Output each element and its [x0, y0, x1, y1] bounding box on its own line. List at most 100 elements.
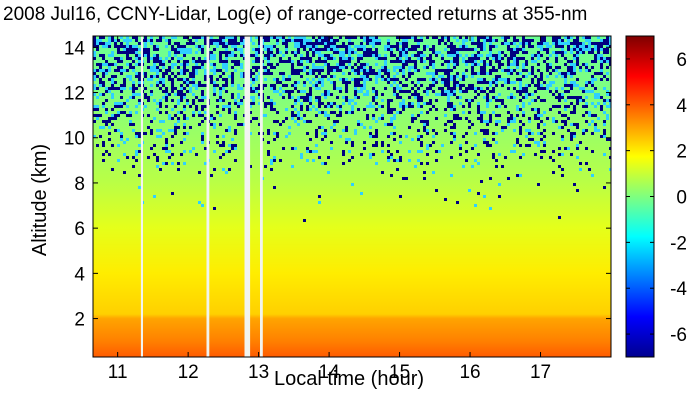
noise-speck	[405, 42, 408, 45]
noise-speck	[255, 75, 258, 78]
noise-speck	[387, 102, 390, 105]
noise-speck	[570, 153, 573, 156]
noise-speck	[528, 102, 531, 105]
noise-speck	[216, 39, 219, 42]
noise-speck	[450, 69, 453, 72]
noise-speck	[126, 105, 129, 108]
colorbar-tick-label: 0	[676, 188, 687, 209]
noise-speck	[327, 90, 330, 93]
noise-speck	[111, 81, 114, 84]
noise-speck	[426, 132, 429, 135]
noise-speck	[276, 78, 279, 81]
noise-speck	[504, 36, 507, 39]
noise-speck	[249, 120, 252, 123]
noise-speck	[444, 78, 447, 81]
noise-speck	[117, 45, 120, 48]
noise-speck	[453, 135, 456, 138]
noise-speck	[294, 36, 297, 39]
noise-speck	[552, 51, 555, 54]
noise-speck	[417, 135, 420, 138]
noise-speck	[291, 39, 294, 42]
noise-speck	[102, 93, 105, 96]
noise-speck	[372, 36, 375, 39]
noise-speck	[417, 39, 420, 42]
noise-speck	[375, 135, 378, 138]
noise-speck	[372, 69, 375, 72]
noise-speck	[99, 93, 102, 96]
noise-speck	[555, 51, 558, 54]
noise-speck	[603, 87, 606, 90]
noise-speck	[324, 42, 327, 45]
noise-speck	[192, 84, 195, 87]
noise-speck	[594, 126, 597, 129]
noise-speck	[126, 54, 129, 57]
noise-speck	[600, 45, 603, 48]
noise-speck	[417, 87, 420, 90]
noise-speck	[144, 93, 147, 96]
noise-speck	[516, 39, 519, 42]
noise-speck	[516, 63, 519, 66]
noise-speck	[195, 72, 198, 75]
noise-speck	[438, 87, 441, 90]
noise-speck	[348, 36, 351, 39]
noise-speck	[501, 102, 504, 105]
noise-speck	[411, 60, 414, 63]
noise-speck	[393, 126, 396, 129]
noise-speck	[210, 63, 213, 66]
noise-speck	[111, 114, 114, 117]
noise-speck	[495, 159, 498, 162]
noise-speck	[516, 138, 519, 141]
noise-speck	[228, 144, 231, 147]
noise-speck	[192, 114, 195, 117]
noise-speck	[150, 57, 153, 60]
noise-speck	[102, 81, 105, 84]
noise-speck	[213, 66, 216, 69]
noise-speck	[324, 129, 327, 132]
noise-speck	[489, 72, 492, 75]
noise-speck	[180, 72, 183, 75]
noise-speck	[258, 51, 261, 54]
noise-speck	[468, 126, 471, 129]
noise-speck	[348, 48, 351, 51]
noise-speck	[411, 72, 414, 75]
noise-speck	[288, 126, 291, 129]
noise-speck	[393, 75, 396, 78]
noise-speck	[492, 57, 495, 60]
noise-speck	[447, 102, 450, 105]
noise-speck	[600, 96, 603, 99]
noise-speck	[435, 51, 438, 54]
noise-speck	[105, 150, 108, 153]
noise-speck	[483, 42, 486, 45]
noise-speck	[447, 69, 450, 72]
noise-speck	[111, 168, 114, 171]
noise-speck	[600, 108, 603, 111]
noise-speck	[522, 114, 525, 117]
noise-speck	[510, 57, 513, 60]
noise-speck	[381, 114, 384, 117]
noise-speck	[240, 66, 243, 69]
noise-speck	[483, 39, 486, 42]
noise-speck	[183, 117, 186, 120]
noise-speck	[414, 93, 417, 96]
noise-speck	[405, 63, 408, 66]
noise-speck	[111, 123, 114, 126]
noise-speck	[567, 69, 570, 72]
noise-speck	[408, 96, 411, 99]
noise-speck	[453, 87, 456, 90]
noise-speck	[114, 75, 117, 78]
noise-speck	[351, 66, 354, 69]
noise-speck	[180, 96, 183, 99]
noise-speck	[411, 138, 414, 141]
noise-speck	[483, 36, 486, 39]
noise-speck	[489, 63, 492, 66]
noise-speck	[489, 177, 492, 180]
noise-speck	[381, 141, 384, 144]
noise-speck	[510, 54, 513, 57]
noise-speck	[165, 105, 168, 108]
noise-speck	[255, 54, 258, 57]
noise-speck	[159, 87, 162, 90]
noise-speck	[108, 45, 111, 48]
noise-speck	[186, 42, 189, 45]
noise-speck	[258, 39, 261, 42]
noise-speck	[234, 111, 237, 114]
